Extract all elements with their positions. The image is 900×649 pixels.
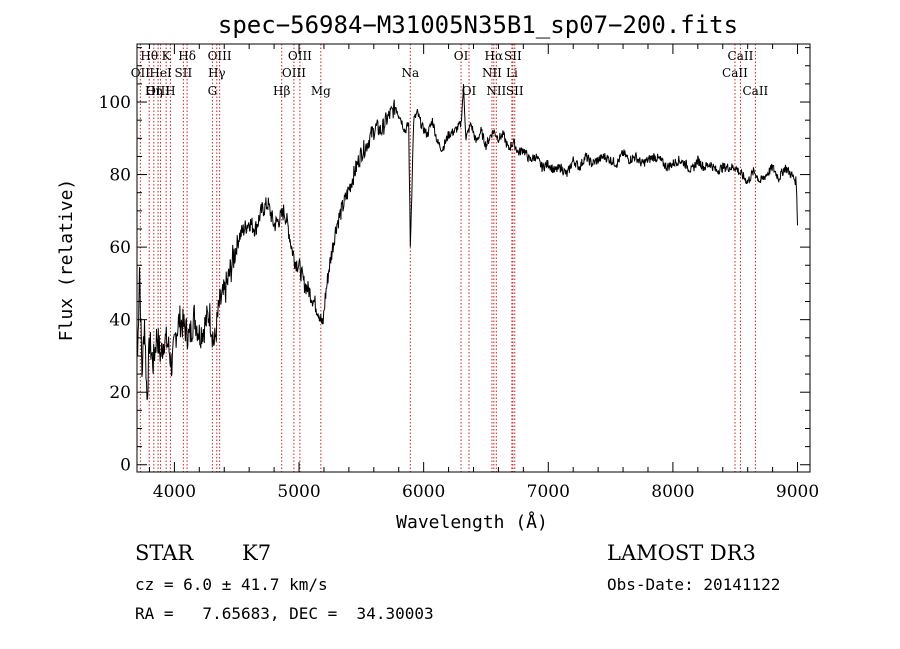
y-tick-label: 0	[120, 456, 131, 476]
plot-frame	[136, 43, 811, 473]
x-tick-labels: 4000 5000 6000 7000 8000 9000	[153, 482, 819, 502]
y-axis-label: Flux (relative)	[56, 179, 77, 342]
y-tick-label: 40	[109, 311, 131, 331]
spectral-line-label: Hβ	[273, 84, 290, 98]
spectral-line-label: Hη	[145, 84, 163, 98]
spectral-line-label: Hθ	[140, 49, 158, 63]
x-tick-label: 7000	[527, 482, 570, 502]
spectral-line-label: G	[208, 84, 218, 98]
spectral-line-label: Li	[506, 66, 518, 80]
x-tick-label: 9000	[776, 482, 819, 502]
x-axis-label: Wavelength (Å)	[396, 511, 548, 533]
spectral-line-label: OIII	[282, 66, 306, 80]
coordinates: RA = 7.65683, DEC = 34.30003	[135, 604, 434, 623]
spectral-line-label: H	[165, 84, 175, 98]
spectral-line-label: Na	[401, 66, 419, 80]
spectral-line-label: NII	[486, 84, 506, 98]
object-subclass: K7	[242, 541, 271, 565]
spectral-line-label: SII	[504, 49, 522, 63]
axis-ticks	[137, 44, 810, 472]
object-class: STAR	[135, 541, 194, 565]
y-tick-label: 80	[109, 166, 131, 186]
chart-title: spec−56984−M31005N35B1_sp07−200.fits	[218, 11, 738, 39]
survey-name: LAMOST DR3	[607, 541, 756, 565]
spectral-line-label: CaII	[722, 66, 748, 80]
spectral-line-label: OIII	[288, 49, 312, 63]
spectral-line-label: OIII	[146, 84, 170, 98]
redshift-info: cz = 6.0 ± 41.7 km/s	[135, 575, 328, 594]
spectral-line-label: HeI	[149, 66, 172, 80]
spectral-line-label: Hδ	[178, 49, 196, 63]
y-tick-label: 100	[99, 93, 131, 113]
y-tick-labels: 0 20 40 60 80 100	[99, 93, 131, 476]
spectral-line-label: OI	[454, 49, 469, 63]
spectral-line-label: Hγ	[208, 66, 226, 80]
observation-date: Obs-Date: 20141122	[607, 575, 780, 594]
spectral-line-label: CaII	[728, 49, 754, 63]
spectral-line-label: OII	[131, 66, 151, 80]
spectrum-line	[137, 84, 798, 401]
y-tick-label: 20	[109, 383, 131, 403]
spectral-line-label: K	[162, 49, 172, 63]
spectral-line-label: SII	[506, 84, 524, 98]
spectral-line-label: Hα	[485, 49, 504, 63]
x-tick-label: 5000	[277, 482, 320, 502]
x-tick-label: 8000	[651, 482, 694, 502]
spectral-line-label: OI	[462, 84, 477, 98]
x-tick-label: 6000	[402, 482, 445, 502]
spectral-line-label: CaII	[742, 84, 768, 98]
y-tick-label: 60	[109, 238, 131, 258]
spectral-line-label: OIII	[208, 49, 232, 63]
spectral-line-label: SII	[175, 66, 193, 80]
spectral-line-label: NII	[482, 66, 502, 80]
spectral-line-label: Mg	[311, 84, 331, 98]
x-tick-label: 4000	[153, 482, 196, 502]
spectral-line-markers	[139, 44, 756, 472]
